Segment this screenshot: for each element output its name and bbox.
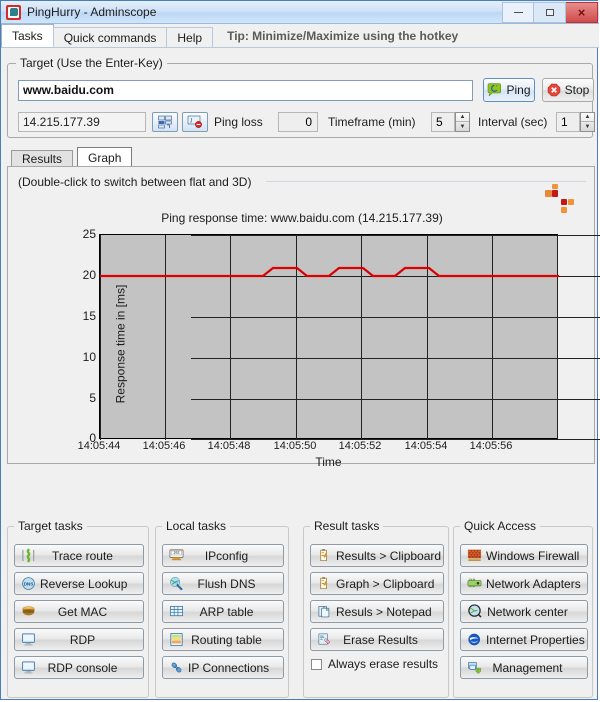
svg-text:DNS: DNS (24, 581, 34, 586)
svg-text:I: I (190, 118, 192, 125)
svg-text:255: 255 (173, 552, 179, 556)
